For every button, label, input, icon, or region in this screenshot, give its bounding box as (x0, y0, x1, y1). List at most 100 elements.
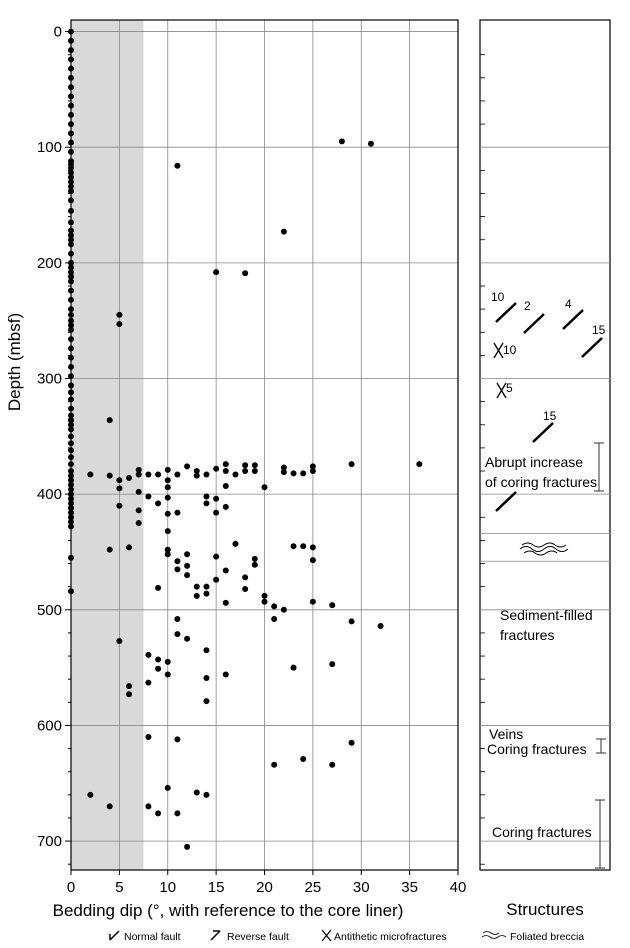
data-point (68, 102, 74, 109)
data-point (222, 461, 229, 468)
data-point (203, 647, 210, 654)
data-point (68, 241, 74, 248)
normal-fault-symbol (495, 491, 517, 512)
data-point (174, 558, 181, 565)
x-tick-label: 15 (208, 879, 225, 896)
data-point (68, 396, 74, 403)
legend-label: Reverse fault (227, 931, 289, 943)
data-point (280, 606, 287, 613)
structures-tick-marks (480, 54, 485, 865)
dip-label: 4 (565, 297, 572, 311)
data-point (232, 540, 239, 547)
data-point (68, 326, 74, 333)
x-tick-label: 30 (353, 879, 370, 896)
data-point (68, 65, 74, 72)
data-point (116, 477, 123, 484)
data-point (280, 469, 287, 476)
reverse-fault-icon (210, 930, 221, 941)
data-point (213, 269, 220, 276)
data-point (68, 500, 74, 507)
data-points (68, 28, 423, 850)
data-point (135, 466, 142, 473)
x-tick-label: 5 (115, 879, 123, 896)
data-point (68, 188, 74, 195)
annotation-of-coring-fractures: of coring fractures (485, 474, 597, 490)
data-point (184, 562, 191, 569)
data-point (193, 789, 200, 796)
data-point (68, 232, 74, 239)
data-point (261, 598, 268, 605)
data-point (290, 543, 297, 550)
dip-label: 10 (491, 290, 505, 304)
data-point (203, 675, 210, 682)
data-point (126, 544, 133, 551)
data-point (251, 462, 258, 469)
data-point (329, 761, 336, 768)
data-point (68, 37, 74, 44)
data-point (164, 551, 171, 558)
data-point (164, 494, 171, 501)
data-point (68, 481, 74, 488)
data-point (184, 572, 191, 579)
data-point (213, 465, 220, 472)
data-point (222, 567, 229, 574)
data-point (68, 111, 74, 118)
antithetic-microfracture-symbol (493, 342, 504, 359)
data-point (68, 523, 74, 530)
data-point (68, 56, 74, 63)
data-point (68, 197, 74, 204)
data-point (203, 500, 210, 507)
annotation-coring-fractures-1: Coring fractures (487, 741, 587, 757)
data-point (135, 520, 142, 527)
data-point (145, 803, 152, 810)
data-point (290, 664, 297, 671)
data-point (280, 228, 287, 235)
normal-fault-symbol (523, 313, 545, 334)
data-point (164, 484, 171, 491)
x-axis-label: Bedding dip (°, with reference to the co… (53, 901, 404, 920)
data-point (68, 183, 74, 190)
x-axis-ticks: 0 5 10 15 20 25 30 35 40 (67, 870, 466, 896)
structures-frame (479, 19, 611, 871)
data-point (184, 843, 191, 850)
data-point (68, 259, 74, 266)
data-point (309, 598, 316, 605)
data-point (213, 553, 220, 560)
data-point (68, 273, 74, 280)
data-point (155, 500, 162, 507)
data-point (155, 656, 162, 663)
data-point (271, 616, 278, 623)
data-point (222, 483, 229, 490)
data-point (145, 734, 152, 741)
data-point (338, 138, 345, 145)
data-point (68, 311, 74, 318)
data-point (174, 736, 181, 743)
data-point (68, 417, 74, 424)
data-point (174, 631, 181, 638)
data-point (68, 426, 74, 433)
legend-item-normal-fault: Normal fault (109, 930, 181, 943)
y-tick-label: 200 (37, 255, 62, 272)
grid-lines (71, 20, 458, 870)
data-point (203, 493, 210, 500)
data-point (145, 471, 152, 478)
data-point (348, 461, 355, 468)
dip-label: 2 (524, 299, 531, 313)
data-point (68, 495, 74, 502)
foliated-breccia-symbol (519, 542, 569, 556)
data-point (116, 502, 123, 509)
data-point (251, 468, 258, 475)
data-point (222, 503, 229, 510)
data-point (203, 791, 210, 798)
dip-label: 15 (592, 323, 606, 337)
data-point (135, 488, 142, 495)
data-point (68, 296, 74, 303)
data-point (203, 698, 210, 705)
data-point (68, 130, 74, 137)
annotation-fractures: fractures (500, 627, 554, 643)
reverse-fault-symbol (562, 309, 584, 330)
annotation-veins: Veins (489, 726, 523, 742)
data-point (348, 618, 355, 625)
data-point (68, 440, 74, 447)
